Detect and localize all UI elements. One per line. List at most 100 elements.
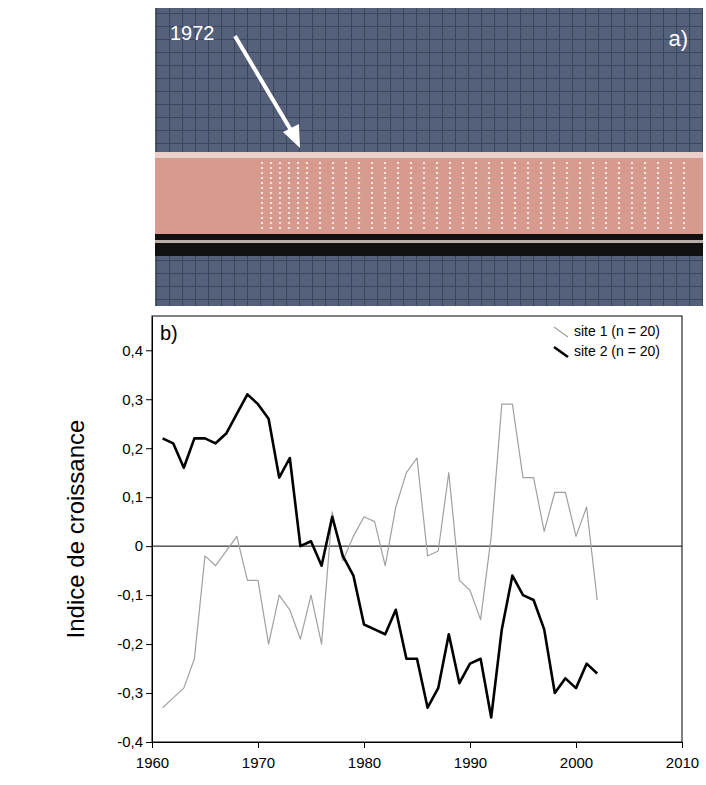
figure: 1972a)196019701980199020002010-0,4-0,3-0… [0,0,706,785]
growth-band [345,162,347,232]
growth-band [288,162,290,232]
growth-band [410,162,412,232]
y-tick-label: -0,3 [117,684,143,701]
photo-panel: 1972a) [155,8,703,306]
growth-bands [262,162,684,232]
legend-swatch [554,327,568,337]
y-tick-mark [146,693,152,694]
y-tick-label: -0,2 [117,635,143,652]
legend-label: site 1 (n = 20) [574,323,660,339]
growth-band [527,162,529,232]
growth-band [514,162,516,232]
y-tick-label: 0,2 [122,440,143,457]
x-tick: 1980 [348,742,381,771]
growth-band [449,162,451,232]
growth-band [279,162,281,232]
growth-band [644,162,646,232]
x-tick-mark [364,742,365,748]
growth-band [683,162,685,232]
x-tick-label: 1990 [454,754,487,771]
y-tick-mark [146,742,152,743]
legend-swatch [554,347,568,357]
core-sample [155,152,703,234]
growth-band [462,162,464,232]
growth-band [592,162,594,232]
y-tick-label: 0,1 [122,488,143,505]
growth-band [384,162,386,232]
growth-band [657,162,659,232]
x-tick-label: 1980 [348,754,381,771]
growth-band [297,162,299,232]
y-tick-label: 0,3 [122,391,143,408]
x-tick: 1970 [242,742,275,771]
x-tick-label: 1960 [136,754,169,771]
x-tick-mark [258,742,259,748]
y-tick-label: -0,1 [117,586,143,603]
growth-band [540,162,542,232]
x-tick-label: 2010 [666,754,699,771]
y-tick-mark [146,497,152,498]
growth-band [475,162,477,232]
growth-band [501,162,503,232]
growth-band [618,162,620,232]
x-tick: 2000 [560,742,593,771]
y-tick: 0 [135,537,152,554]
y-tick-label: 0,4 [122,342,143,359]
growth-band [579,162,581,232]
growth-band [670,162,672,232]
core-shadow [155,234,703,256]
growth-band [631,162,633,232]
x-axis-line [153,742,683,743]
arrow-shaft [235,36,292,132]
x-tick-mark [682,742,683,748]
x-tick-label: 2000 [560,754,593,771]
y-tick: -0,1 [117,586,152,603]
x-tick: 2010 [666,742,699,771]
plot-marks [152,394,682,717]
growth-band [358,162,360,232]
growth-band [553,162,555,232]
y-tick: -0,3 [117,684,152,701]
growth-band [332,162,334,232]
y-tick-mark [146,595,152,596]
growth-band [423,162,425,232]
growth-band [566,162,568,232]
y-tick: -0,4 [117,733,152,750]
chart-panel: 1960 1970 1980 1990 2000 2010 -0,4 -0,3 -0,2 -0,1… [62,316,699,771]
growth-band [261,162,263,232]
series-line [163,394,598,717]
x-tick-mark [470,742,471,748]
y-axis: -0,4 -0,3 -0,2 -0,1 0 0,1 0,2 0,3 0,4 [117,317,152,751]
panel-label: b) [160,322,178,344]
growth-band [306,162,308,232]
photo-background [155,8,703,306]
y-tick-mark [146,448,152,449]
core-edge [155,240,703,243]
panel-label: a) [668,26,688,51]
growth-band [319,162,321,232]
y-tick-label: 0 [135,537,143,554]
series-line [163,404,598,708]
x-axis: 1960 1970 1980 1990 2000 2010 [136,742,699,771]
growth-band [605,162,607,232]
y-tick: 0,2 [122,440,152,457]
legend-label: site 2 (n = 20) [574,343,660,359]
y-tick: -0,2 [117,635,152,652]
growth-band [397,162,399,232]
y-tick-mark [146,350,152,351]
x-tick-mark [576,742,577,748]
core-highlight [155,152,703,158]
y-tick-label: -0,4 [117,733,143,750]
y-tick-mark [146,399,152,400]
y-tick: 0,1 [122,488,152,505]
x-tick-label: 1970 [242,754,275,771]
plot-frame [152,316,682,742]
zero-line [152,546,682,547]
x-tick: 1990 [454,742,487,771]
y-axis-title: Indice de croissance [62,420,89,639]
legend: site 1 (n = 20) site 2 (n = 20) [554,323,660,359]
growth-band [371,162,373,232]
y-axis-line [152,317,153,743]
growth-band [488,162,490,232]
arrow-head [283,124,300,148]
